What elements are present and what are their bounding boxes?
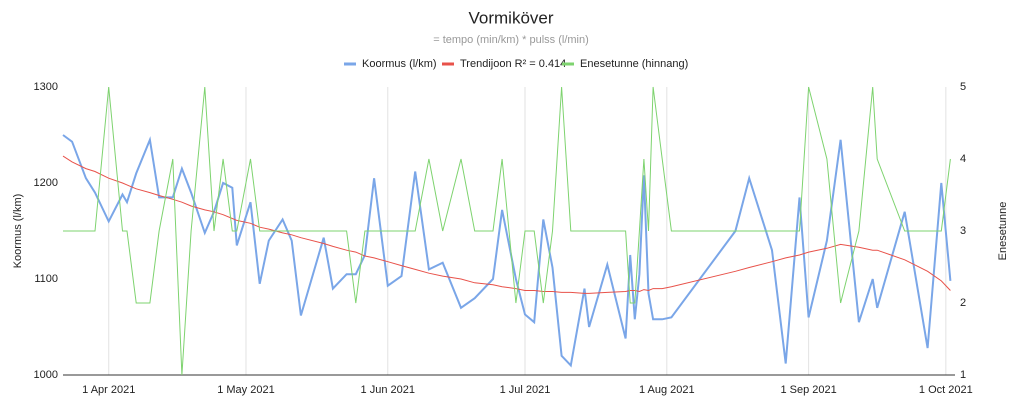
y2-tick-label: 4 — [960, 153, 966, 165]
x-tick-label: 1 Oct 2021 — [919, 384, 973, 396]
y2-tick-label: 2 — [960, 297, 966, 309]
x-tick-label: 1 Sep 2021 — [780, 384, 836, 396]
legend-label: Trendijoon R² = 0.414 — [460, 58, 566, 70]
y2-tick-label: 1 — [960, 369, 966, 381]
x-tick-label: 1 Jul 2021 — [500, 384, 551, 396]
x-tick-label: 1 Jun 2021 — [361, 384, 415, 396]
chart-subtitle: = tempo (min/km) * pulss (l/min) — [433, 34, 589, 46]
y2-tick-label: 3 — [960, 225, 966, 237]
y-axis-label: Koormus (l/km) — [12, 194, 24, 269]
y-tick-label: 1200 — [34, 177, 58, 189]
x-tick-label: 1 Apr 2021 — [82, 384, 135, 396]
x-tick-label: 1 Aug 2021 — [639, 384, 695, 396]
y2-axis-label: Enesetunne — [997, 202, 1009, 261]
y2-tick-label: 5 — [960, 81, 966, 93]
series-line — [63, 86, 951, 376]
x-tick-label: 1 May 2021 — [217, 384, 274, 396]
y-tick-label: 1000 — [34, 369, 58, 381]
series-line — [62, 134, 952, 368]
y-tick-label: 1300 — [34, 81, 58, 93]
y-tick-label: 1100 — [34, 273, 58, 285]
chart-title: Vormiköver — [468, 8, 553, 27]
series-line — [62, 155, 951, 294]
legend-label: Enesetunne (hinnang) — [580, 58, 688, 70]
legend-label: Koormus (l/km) — [362, 58, 437, 70]
